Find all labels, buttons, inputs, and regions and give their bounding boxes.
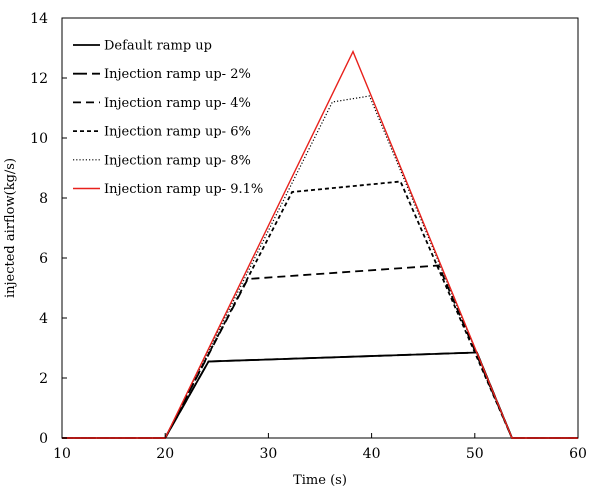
y-axis-label: injected airflow(kg/s) (3, 158, 18, 298)
x-tick-label: 20 (156, 446, 174, 462)
x-tick-label: 50 (466, 446, 484, 462)
legend-label-5: Injection ramp up- 8% (104, 153, 251, 168)
y-tick-label: 10 (30, 131, 48, 147)
series-line-5 (62, 95, 578, 439)
y-tick-label: 2 (39, 371, 48, 387)
y-tick-label: 4 (39, 311, 48, 327)
legend-label-3: Injection ramp up- 4% (104, 96, 251, 111)
plot-frame (61, 17, 579, 439)
y-tick-label: 14 (30, 11, 48, 27)
legend-label-4: Injection ramp up- 6% (104, 125, 251, 140)
x-tick-label: 30 (259, 446, 277, 462)
plot-area (61, 17, 579, 439)
legend-label-1: Default ramp up (104, 39, 212, 54)
x-tick-label: 60 (569, 446, 587, 462)
x-tick-label: 10 (53, 446, 71, 462)
legend-label-2: Injection ramp up- 2% (104, 67, 251, 82)
series-lines (62, 49, 578, 439)
y-tick-label: 12 (30, 71, 48, 87)
y-tick-label: 0 (39, 431, 48, 447)
y-tick-label: 8 (39, 191, 48, 207)
x-axis-label: Time (s) (293, 473, 347, 488)
series-line-4 (62, 180, 578, 439)
series-line-6 (62, 49, 578, 439)
y-tick-label: 6 (39, 251, 48, 267)
legend: Default ramp up Injection ramp up- 2% Inje… (73, 39, 263, 197)
axis-ticks: 10 20 30 40 50 60 0 2 4 6 8 10 12 14 (30, 11, 587, 462)
x-tick-label: 40 (363, 446, 381, 462)
legend-label-6: Injection ramp up- 9.1% (104, 182, 263, 197)
series-line-1 (62, 351, 578, 439)
series-line-2 (62, 351, 578, 439)
